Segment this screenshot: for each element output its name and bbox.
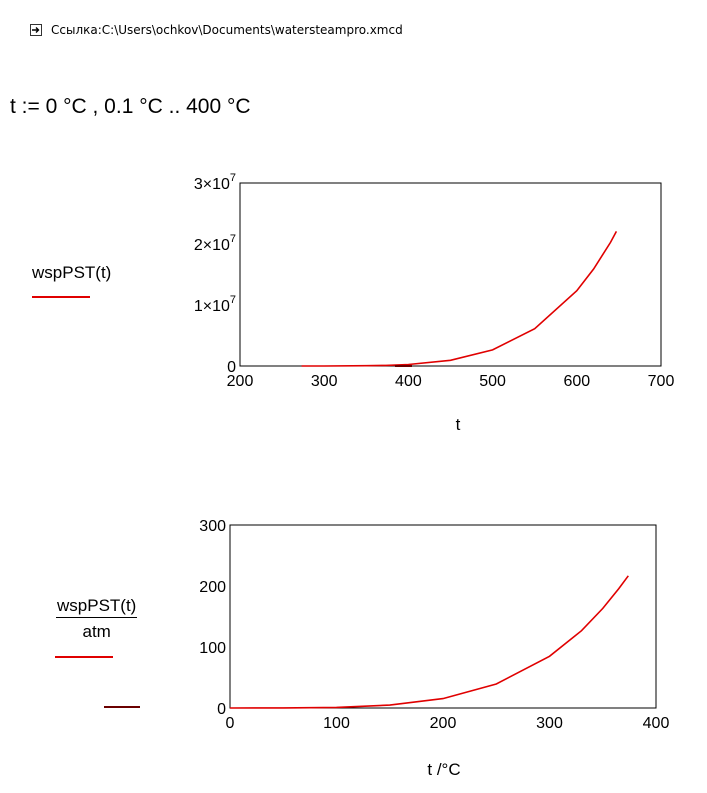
arrow-box-icon[interactable] (30, 24, 42, 36)
reference-link[interactable]: Ссылка:C:\Users\ochkov\Documents\waterst… (30, 22, 403, 38)
plot2-x-tick-label: 300 (536, 715, 563, 732)
plot2-y-label-denominator: atm (82, 622, 111, 641)
plot2-x-tick-label: 100 (323, 715, 350, 732)
plot1-x-tick-label: 500 (479, 373, 506, 390)
plot1-x-axis-title: t (456, 415, 461, 434)
plot1-series-line (301, 231, 618, 367)
plot2-trace-marker (55, 656, 113, 658)
plot2-y-tick-label: 200 (199, 579, 226, 596)
plot1-x-tick-label: 600 (563, 373, 590, 390)
plot2-y-tick-label: 0 (217, 701, 226, 718)
plot2-y-tick-label: 300 (199, 518, 226, 535)
plot1-y-tick-label: 1×107 (194, 294, 236, 315)
plot1-frame (239, 182, 662, 367)
plot2-y-label[interactable]: wspPST(t) atm (56, 596, 138, 642)
plot1-y-tick-label: 3×107 (194, 172, 236, 193)
plot2-frame (229, 524, 657, 709)
range-variable-definition[interactable]: t := 0 °C , 0.1 °C .. 400 °C (10, 95, 251, 118)
plot2-y-tick-label: 100 (199, 640, 226, 657)
plot2-x-axis-title: t /°C (427, 760, 460, 779)
plot1-y-tick-label: 2×107 (194, 233, 236, 254)
plot2-series-line (229, 575, 629, 709)
plot1-x-tick-label: 400 (395, 373, 422, 390)
plot2-y-label-numerator: wspPST(t) (56, 596, 138, 618)
plot1-trace-marker (32, 296, 90, 298)
plot1-x-tick-label: 700 (648, 373, 675, 390)
plot1-x-tick-label: 200 (227, 373, 254, 390)
plot2-x-tick-label: 200 (430, 715, 457, 732)
plot2-x-tick-label: 0 (226, 715, 235, 732)
plot1-x-tick-label: 300 (311, 373, 338, 390)
plot1-y-label[interactable]: wspPST(t) (32, 263, 112, 282)
plot2-x-tick-label: 400 (643, 715, 670, 732)
reference-path: Ссылка:C:\Users\ochkov\Documents\waterst… (51, 23, 403, 37)
plot1-y-tick-label: 0 (227, 359, 236, 376)
